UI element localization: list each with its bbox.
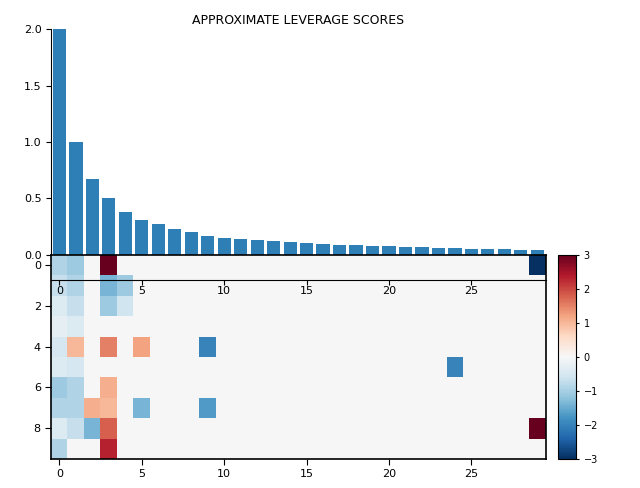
Bar [300,244,313,255]
Bar [69,142,83,255]
Bar [366,246,379,255]
Bar [531,250,544,255]
Bar [317,244,330,255]
Title: APPROXIMATE LEVERAGE SCORES: APPROXIMATE LEVERAGE SCORES [192,14,404,27]
Bar [399,247,412,255]
Bar [383,246,396,255]
Bar [432,248,445,255]
Bar [415,247,429,255]
Bar [185,232,198,255]
Bar [152,224,165,255]
Bar [86,179,99,255]
Bar [514,249,527,255]
Bar [449,248,461,255]
Bar [102,198,115,255]
Bar [349,245,363,255]
Bar [267,241,280,255]
Bar [168,229,181,255]
Bar [53,29,66,255]
Bar [119,212,132,255]
Bar [234,239,247,255]
Bar [333,245,346,255]
Bar [498,249,511,255]
Bar [284,243,297,255]
Bar [481,249,495,255]
Bar [251,240,264,255]
Bar [465,248,478,255]
Bar [201,236,214,255]
Bar [135,220,148,255]
Bar [218,238,231,255]
